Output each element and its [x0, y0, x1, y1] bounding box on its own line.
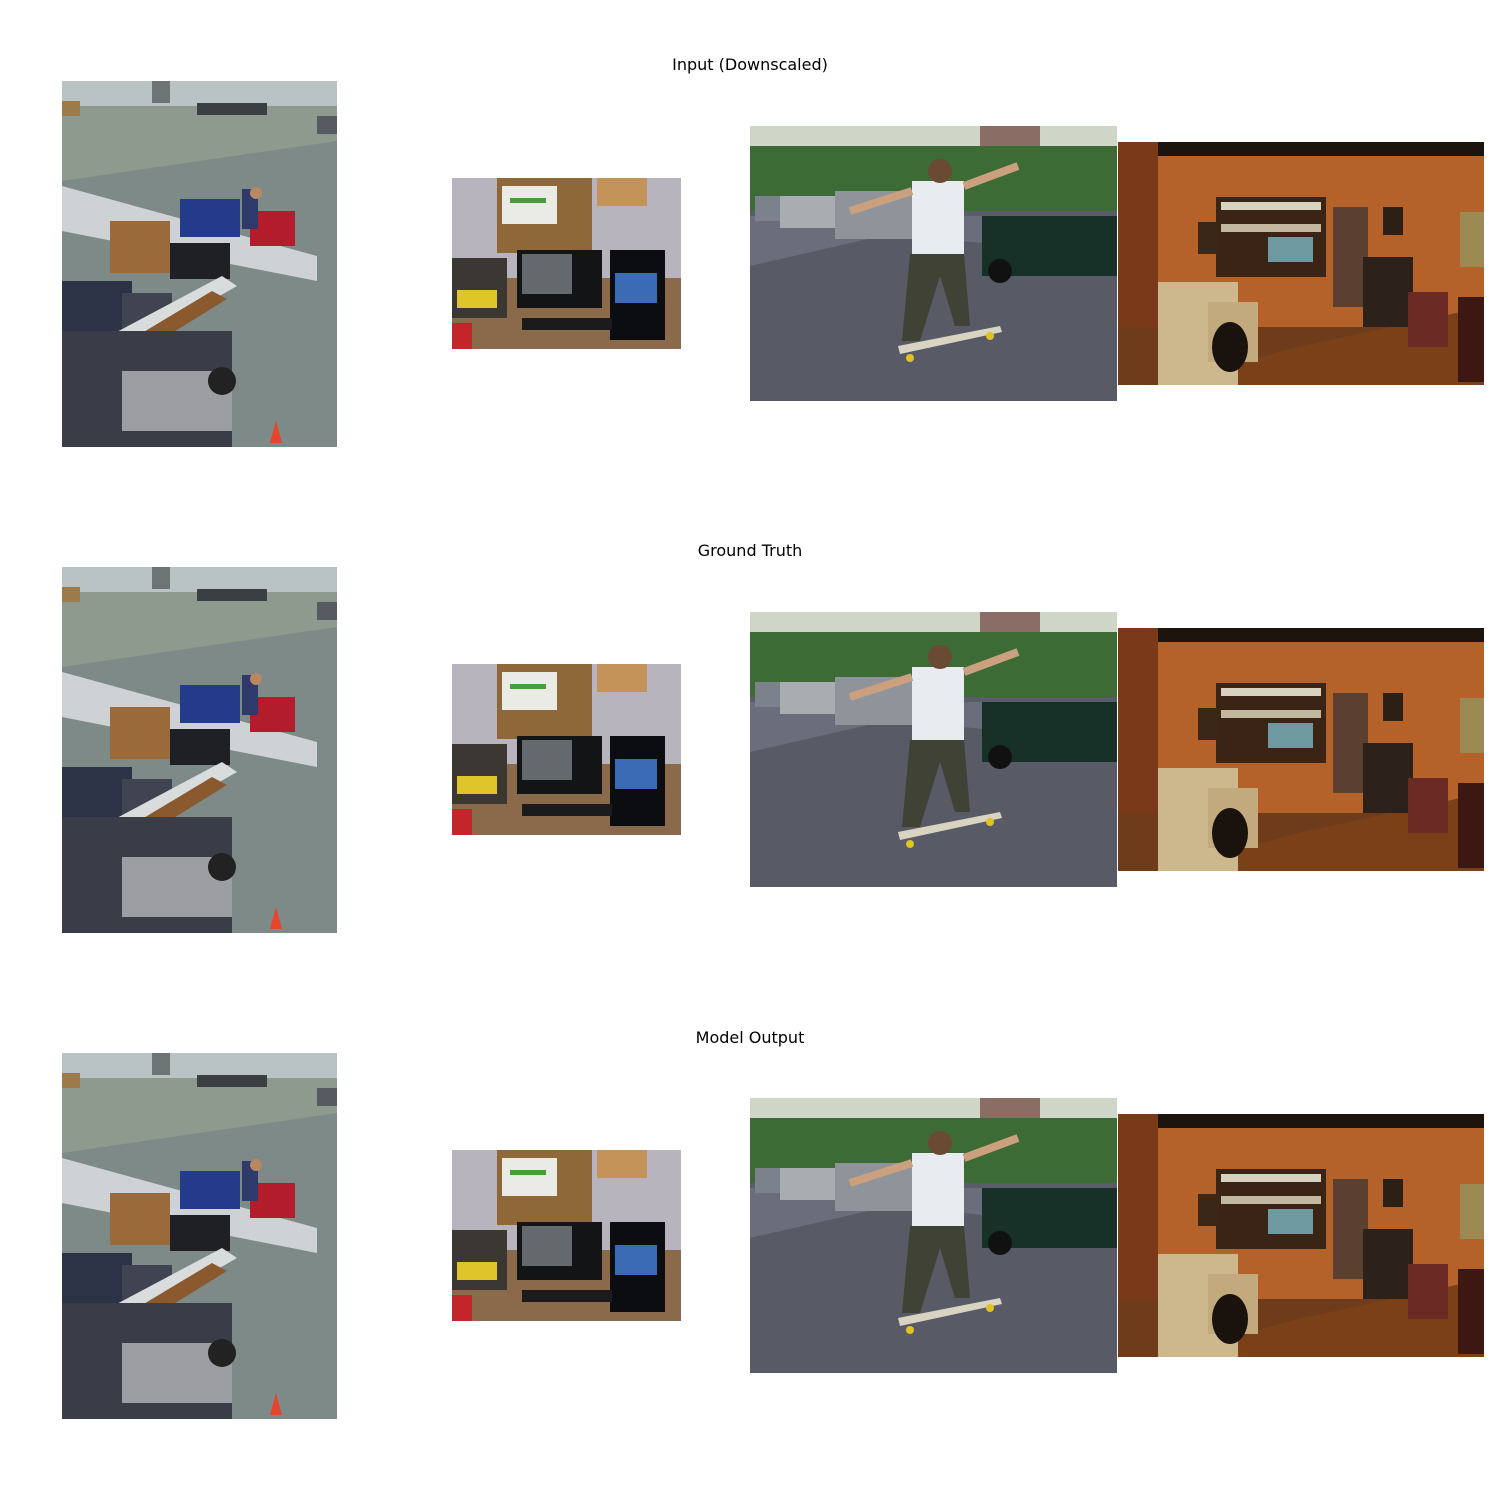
row-title-ground-truth: Ground Truth	[697, 541, 803, 560]
airport-baggage-photo	[62, 81, 337, 447]
orange-living-room-photo	[1118, 1114, 1484, 1357]
row-title-model-output: Model Output	[695, 1028, 805, 1047]
computer-desk-photo	[452, 178, 681, 349]
skateboarder-street-photo	[750, 126, 1117, 401]
skateboarder-street-photo	[750, 612, 1117, 887]
orange-living-room-photo	[1118, 628, 1484, 871]
computer-desk-photo	[452, 1150, 681, 1321]
skateboarder-street-photo	[750, 1098, 1117, 1373]
computer-desk-photo	[452, 664, 681, 835]
airport-baggage-photo	[62, 567, 337, 933]
orange-living-room-photo	[1118, 142, 1484, 385]
airport-baggage-photo	[62, 1053, 337, 1419]
row-title-input: Input (Downscaled)	[672, 55, 828, 74]
